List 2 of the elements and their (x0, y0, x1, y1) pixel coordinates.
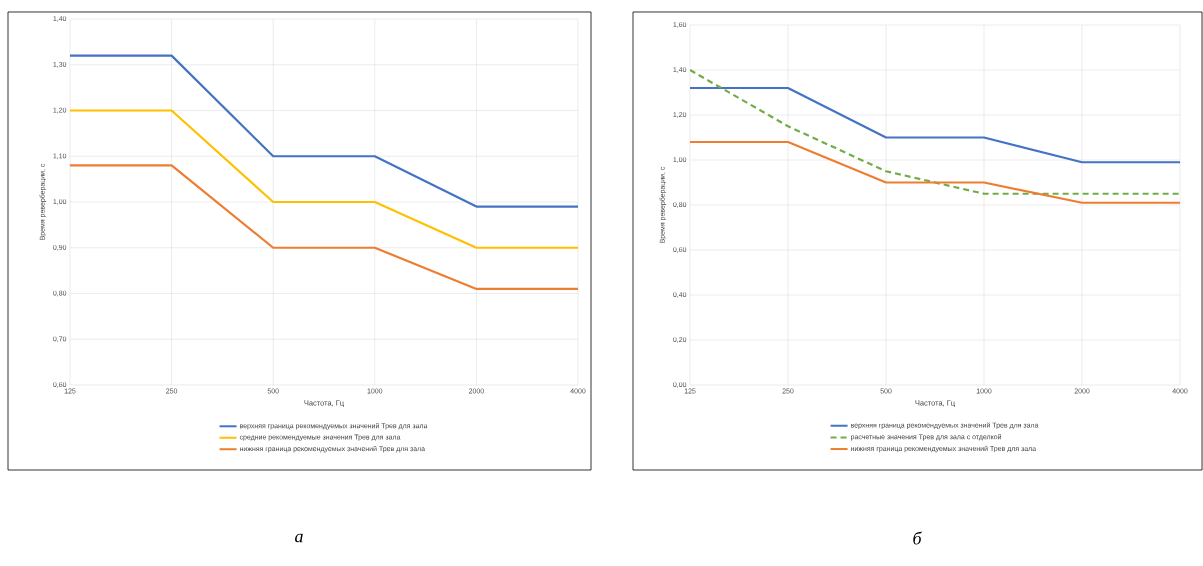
text: б (913, 531, 922, 545)
text: а (295, 533, 303, 543)
